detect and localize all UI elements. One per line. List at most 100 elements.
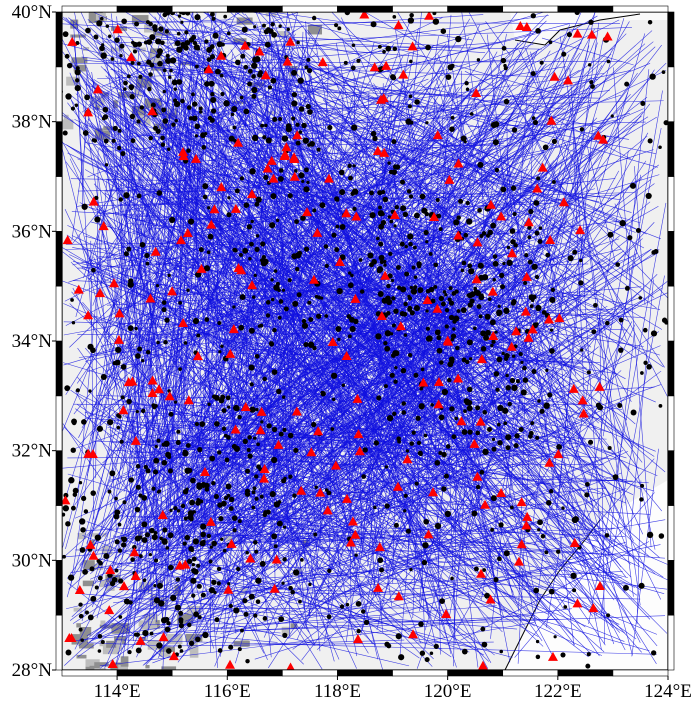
- event: [658, 533, 665, 539]
- station: [223, 584, 234, 594]
- station: [240, 40, 251, 50]
- ray-path: [389, 119, 462, 437]
- station: [521, 271, 532, 281]
- ray-path: [249, 120, 296, 596]
- event: [277, 500, 282, 504]
- event: [435, 197, 440, 202]
- ray-path: [250, 12, 283, 19]
- ray-path: [374, 201, 651, 433]
- ray-path: [553, 199, 665, 368]
- terrain: [265, 13, 277, 17]
- ray-path: [473, 395, 613, 434]
- ray-path: [205, 416, 594, 576]
- event: [298, 106, 305, 112]
- station: [279, 151, 290, 161]
- event: [502, 407, 509, 414]
- event: [94, 534, 101, 541]
- event: [47, 145, 52, 150]
- event: [445, 444, 451, 449]
- event: [285, 123, 292, 129]
- event: [197, 446, 203, 453]
- event: [234, 188, 240, 194]
- event: [183, 516, 188, 521]
- event: [153, 457, 160, 464]
- event: [513, 344, 518, 349]
- ray-path: [115, 639, 657, 655]
- station: [147, 375, 158, 385]
- terrain: [308, 24, 323, 35]
- event: [387, 161, 391, 165]
- terrain: [290, 623, 298, 629]
- event: [271, 456, 278, 464]
- event: [99, 16, 104, 21]
- event: [270, 297, 275, 302]
- event: [566, 31, 572, 38]
- event: [439, 598, 446, 604]
- event: [394, 164, 401, 170]
- event: [378, 241, 384, 247]
- event: [481, 231, 487, 236]
- event: [276, 388, 282, 395]
- event: [477, 262, 484, 269]
- ray-path: [97, 58, 529, 80]
- event: [228, 603, 233, 609]
- station: [558, 197, 569, 207]
- station: [433, 376, 444, 386]
- event: [237, 647, 242, 652]
- event: [161, 538, 168, 545]
- event: [297, 250, 303, 256]
- event: [400, 286, 407, 293]
- ray-path: [100, 125, 168, 372]
- event: [378, 205, 383, 210]
- ray-path: [82, 212, 252, 569]
- event: [589, 80, 594, 85]
- event: [260, 260, 268, 267]
- event: [260, 241, 266, 247]
- event: [102, 114, 109, 120]
- event: [264, 41, 271, 48]
- event: [640, 483, 645, 488]
- ray-path: [180, 50, 427, 240]
- ray-path: [297, 100, 664, 110]
- event: [200, 523, 207, 530]
- event: [306, 180, 310, 185]
- event: [334, 196, 340, 202]
- ray-path: [129, 111, 554, 137]
- ray-path: [283, 100, 584, 555]
- ray-path: [63, 16, 212, 156]
- ray-path: [324, 64, 330, 145]
- event: [307, 341, 315, 348]
- station: [547, 651, 558, 661]
- event: [501, 351, 505, 356]
- event: [190, 577, 197, 584]
- event: [640, 371, 644, 375]
- ray-path: [110, 68, 463, 177]
- event: [467, 302, 473, 308]
- event: [206, 533, 212, 539]
- event: [478, 314, 483, 319]
- station: [130, 435, 141, 445]
- event: [401, 410, 407, 415]
- event: [74, 69, 81, 76]
- terrain: [99, 580, 106, 588]
- event: [278, 431, 284, 437]
- event: [94, 195, 99, 200]
- ray-path: [277, 103, 510, 565]
- event: [362, 447, 368, 453]
- event: [255, 599, 261, 604]
- event: [542, 144, 549, 151]
- event: [330, 372, 338, 379]
- event: [314, 294, 319, 299]
- ray-path: [67, 145, 561, 430]
- station: [487, 286, 498, 296]
- event: [535, 28, 541, 34]
- event: [283, 476, 287, 481]
- ray-path: [171, 183, 340, 200]
- event: [157, 489, 162, 493]
- event: [228, 496, 235, 503]
- event: [265, 313, 271, 318]
- ray-path: [144, 559, 513, 658]
- event: [454, 416, 459, 421]
- ray-path: [501, 178, 600, 203]
- event: [378, 254, 385, 261]
